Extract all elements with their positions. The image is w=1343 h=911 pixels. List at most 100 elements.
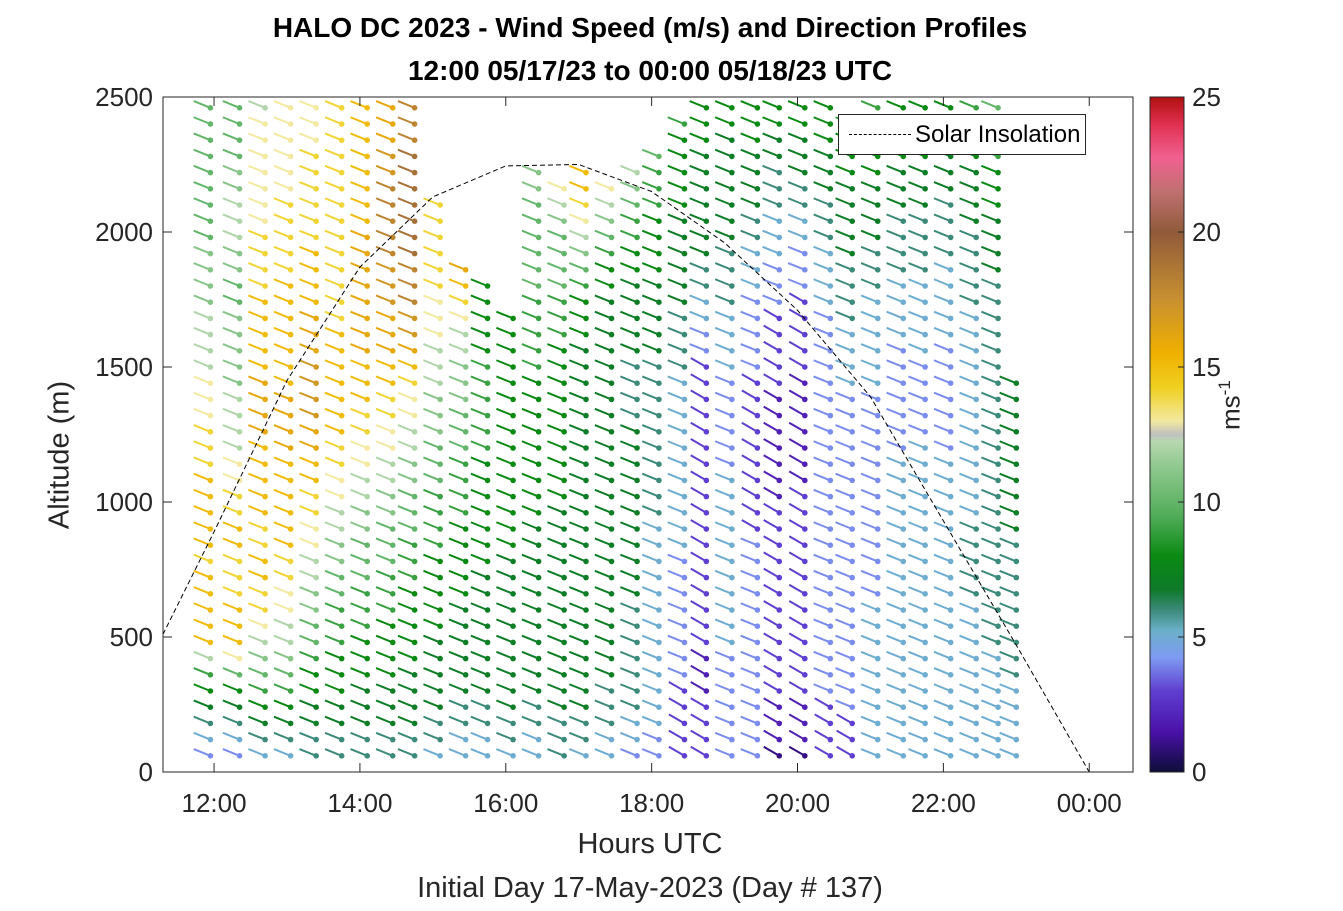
wind-barb-shaft (933, 602, 952, 611)
wind-barb-shaft (788, 502, 806, 514)
wind-barb-shaft (521, 197, 539, 206)
wind-barb-shaft (813, 245, 831, 255)
wind-barb-shaft (641, 602, 660, 611)
wind-barb-dot (583, 169, 589, 176)
wind-barb-dot (462, 299, 469, 306)
wind-barb-dot (561, 574, 567, 581)
wind-barb-shaft (714, 278, 733, 287)
wind-barb-dot (947, 364, 954, 370)
wind-barb-shaft (641, 229, 660, 239)
wind-barb-shaft (641, 424, 660, 433)
wind-barb-shaft (448, 715, 467, 725)
wind-barb-dot (900, 186, 907, 192)
wind-barb-shaft (397, 472, 415, 482)
wind-barb-dot (729, 477, 735, 484)
wind-barb-shaft (933, 262, 952, 271)
wind-barb-dot (874, 299, 881, 306)
wind-barb-shaft (375, 553, 394, 563)
wind-barb-dot (338, 493, 345, 500)
wind-barb-shaft (397, 407, 415, 417)
wind-barb-shaft (999, 618, 1017, 628)
wind-barb-shaft (933, 310, 952, 320)
wind-barb-dot (364, 121, 371, 127)
wind-barb-shaft (470, 505, 488, 514)
wind-barb-dot (1013, 526, 1020, 532)
wind-barb-shaft (788, 454, 806, 466)
y-tick-label: 2000 (95, 217, 153, 247)
wind-barb-dot (313, 477, 319, 484)
wind-barb-shaft (568, 326, 587, 336)
wind-barb-dot (681, 218, 688, 224)
wind-barb-shaft (423, 537, 441, 547)
wind-barb-dot (313, 655, 319, 662)
wind-barb-shaft (193, 245, 211, 255)
wind-barb-dot (313, 753, 319, 759)
wind-barb-shaft (763, 340, 780, 352)
wind-barb-dot (484, 688, 491, 694)
wind-barb-dot (947, 250, 954, 257)
wind-barb-shaft (763, 405, 780, 417)
wind-barb-dot (922, 607, 928, 613)
wind-barb-dot (922, 380, 928, 387)
wind-barb-shaft (813, 650, 831, 660)
wind-barb-dot (754, 704, 761, 710)
wind-barb-dot (973, 623, 979, 629)
wind-barb-shaft (324, 116, 343, 125)
wind-barb-dot (462, 655, 469, 662)
wind-barb-shaft (762, 148, 780, 158)
wind-barb-shaft (714, 229, 733, 239)
wind-barb-dot (947, 704, 954, 710)
wind-barb-shaft (448, 391, 467, 401)
wind-barb-dot (207, 607, 214, 613)
wind-barb-shaft (273, 667, 292, 676)
wind-barb-dot (236, 445, 243, 451)
wind-barb-dot (754, 574, 761, 581)
wind-barb-shaft (667, 359, 685, 368)
wind-barb-shaft (375, 472, 394, 482)
wind-barb-dot (389, 202, 396, 208)
wind-barb-dot (802, 186, 808, 192)
wind-barb-dot (389, 267, 396, 273)
wind-barb-dot (995, 267, 1001, 273)
wind-barb-shaft (740, 116, 758, 125)
wind-barb-dot (776, 283, 783, 289)
wind-barb-dot (484, 477, 491, 484)
wind-barb-dot (827, 169, 834, 176)
wind-barb-shaft (568, 424, 587, 433)
wind-barb-dot (874, 704, 881, 710)
wind-barb-shaft (521, 294, 539, 304)
wind-barb-shaft (273, 391, 292, 401)
wind-barb-dot (849, 623, 856, 629)
wind-barb-dot (437, 396, 443, 403)
wind-barb-dot (729, 753, 735, 759)
wind-barb-shaft (594, 326, 612, 336)
wind-barb-shaft (248, 505, 266, 514)
wind-barb-shaft (714, 472, 733, 482)
wind-barb-dot (922, 234, 928, 241)
wind-barb-shaft (568, 569, 587, 579)
wind-barb-dot (973, 202, 979, 208)
wind-barb-shaft (222, 586, 240, 595)
wind-barb-shaft (547, 731, 565, 741)
wind-barb-shaft (594, 181, 612, 190)
wind-barb-shaft (521, 553, 539, 563)
wind-barb-dot (973, 672, 979, 678)
wind-barb-dot (608, 461, 615, 468)
wind-barb-dot (313, 364, 319, 370)
wind-barb-shaft (273, 100, 292, 109)
wind-barb-dot (874, 283, 881, 289)
wind-barb-shaft (248, 132, 266, 142)
wind-barb-shaft (959, 683, 977, 692)
wind-barb-shaft (714, 505, 733, 514)
wind-barb-dot (754, 510, 761, 516)
wind-barb-dot (236, 493, 243, 500)
wind-barb-shaft (496, 375, 514, 385)
wind-barb-shaft (324, 375, 343, 385)
wind-barb-shaft (448, 326, 467, 336)
wind-barb-dot (703, 396, 710, 403)
wind-barb-shaft (908, 569, 926, 579)
wind-barb-shaft (959, 294, 977, 304)
wind-barb-dot (776, 704, 783, 710)
wind-barb-dot (207, 234, 214, 241)
wind-barb-shaft (741, 470, 758, 482)
